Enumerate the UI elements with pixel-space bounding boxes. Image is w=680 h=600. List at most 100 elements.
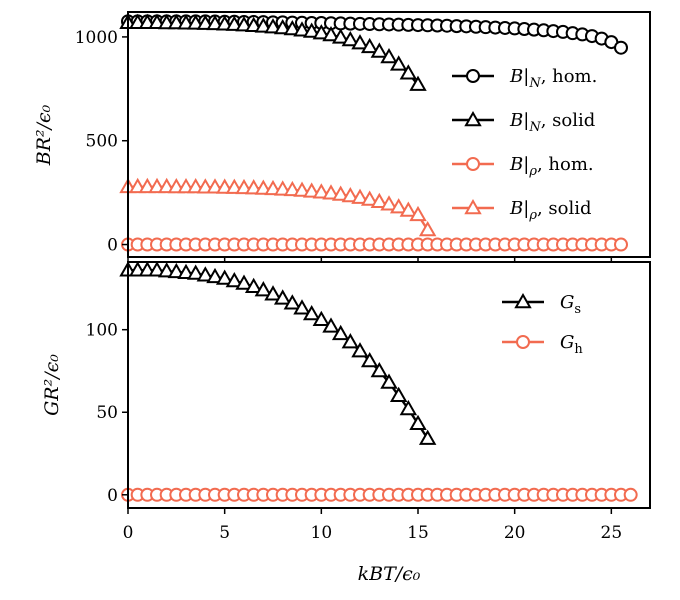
legend-marker <box>514 292 532 309</box>
data-point <box>418 220 437 237</box>
data-point <box>244 16 263 32</box>
data-point <box>283 20 302 36</box>
data-point <box>273 289 292 305</box>
data-point <box>360 352 379 368</box>
data-point <box>312 310 331 327</box>
data-point <box>215 269 234 285</box>
data-point <box>254 17 273 33</box>
legend-label: B|N, solid <box>509 110 595 135</box>
data-point <box>264 285 282 301</box>
data-point <box>244 179 263 195</box>
data-point <box>351 188 369 204</box>
data-point <box>177 263 195 279</box>
data-point <box>389 198 408 214</box>
data-point <box>351 34 369 50</box>
bottom-y-axis-label: GR²/ϵ₀ <box>41 354 63 416</box>
data-point <box>283 180 302 197</box>
data-point <box>322 184 340 200</box>
legend-marker <box>466 69 480 83</box>
legend-label: B|ρ, hom. <box>509 154 594 179</box>
x-tick-label: 20 <box>504 523 526 543</box>
legend-label: B|N, hom. <box>509 66 597 91</box>
y-tick-label: 0 <box>107 236 118 256</box>
data-point <box>380 195 398 211</box>
data-point <box>312 24 331 40</box>
data-point <box>614 40 628 55</box>
data-point <box>157 262 176 278</box>
x-tick-label: 10 <box>311 523 333 543</box>
data-point <box>254 179 273 195</box>
top-axes-frame <box>127 11 651 258</box>
y-tick-label: 1000 <box>75 28 118 48</box>
legend-entry: B|N, solid <box>452 110 595 135</box>
top-y-axis-label: BR²/ϵ₀ <box>33 104 55 166</box>
legend-entry: B|ρ, hom. <box>452 154 594 179</box>
bottom-axes-frame <box>127 261 651 509</box>
data-point <box>302 304 321 321</box>
data-point <box>331 324 350 341</box>
data-point <box>370 192 389 209</box>
bottom-panel: 0 50 100 0 5 10 15 20 25 GR²/ϵ₀ kBT/ϵ₀ Gs Gh <box>41 261 651 585</box>
data-point <box>409 414 427 431</box>
series-B|N, solid <box>119 13 427 91</box>
data-point <box>370 42 389 58</box>
data-point <box>623 487 638 502</box>
data-point <box>186 264 205 280</box>
data-point <box>360 190 379 206</box>
legend-marker <box>466 157 480 171</box>
data-point <box>215 15 234 31</box>
data-point <box>273 18 292 35</box>
legend-label: Gh <box>560 332 583 357</box>
data-point <box>409 205 427 222</box>
legend-marker <box>464 110 482 127</box>
data-point <box>235 274 253 290</box>
legend-marker <box>464 198 482 215</box>
data-point <box>312 183 331 199</box>
data-point <box>293 181 311 197</box>
data-point <box>283 294 302 310</box>
y-tick-label: 500 <box>86 132 118 152</box>
data-point <box>389 386 408 402</box>
data-point <box>167 262 186 279</box>
bottom-legend: Gs Gh <box>502 292 583 357</box>
data-point <box>380 373 398 389</box>
legend-entry: Gh <box>502 332 583 357</box>
data-point <box>264 179 282 196</box>
data-point <box>244 277 263 294</box>
data-point <box>409 75 427 91</box>
data-point <box>418 429 437 445</box>
top-legend: B|N, hom. B|N, solid B|ρ, hom. B|ρ, solid <box>452 66 597 223</box>
data-point <box>225 271 244 288</box>
legend-label: B|ρ, solid <box>509 198 592 223</box>
y-tick-label: 0 <box>107 486 118 506</box>
data-point <box>614 237 628 252</box>
data-point <box>341 333 360 349</box>
series-B|ρ, hom. <box>121 237 628 252</box>
data-point <box>399 399 418 416</box>
data-point <box>293 21 311 37</box>
data-point <box>148 261 166 277</box>
top-series-group <box>119 13 628 252</box>
legend-entry: Gs <box>502 292 581 317</box>
legend-marker <box>516 335 530 349</box>
data-point <box>389 55 408 71</box>
top-ticks-group: 0 500 1000 <box>75 28 613 263</box>
series-Gs <box>119 261 437 445</box>
x-tick-label: 0 <box>123 523 134 543</box>
data-point <box>322 317 340 333</box>
data-point <box>331 185 350 201</box>
x-tick-label: 5 <box>219 523 230 543</box>
top-panel: 0 500 1000 BR²/ϵ₀ B|N, hom. B|N, solid B|ρ, … <box>33 11 651 263</box>
bottom-ticks-group: 0 50 100 0 5 10 15 20 25 <box>86 321 623 543</box>
data-point <box>360 37 379 54</box>
data-point <box>302 22 321 38</box>
data-point <box>341 186 360 203</box>
bottom-series-group <box>119 261 638 502</box>
x-axis-label: kBT/ϵ₀ <box>358 563 421 585</box>
data-point <box>302 182 321 198</box>
data-point <box>322 26 340 42</box>
y-tick-label: 100 <box>86 321 118 341</box>
series-B|ρ, solid <box>119 177 437 237</box>
x-tick-label: 25 <box>601 523 623 543</box>
